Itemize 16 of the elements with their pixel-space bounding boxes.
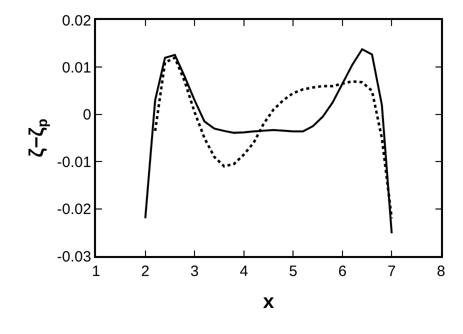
x-tick-label: 8 (436, 262, 446, 280)
x-tick-label: 6 (338, 262, 347, 280)
x-tick-label: 3 (190, 262, 199, 280)
y-tick-label: -0.03 (57, 248, 92, 266)
y-tick-label: -0.02 (57, 201, 92, 218)
x-axis-title: x (262, 290, 274, 313)
y-tick-label: -0.01 (57, 154, 92, 171)
y-tick-label: 0.01 (62, 59, 92, 76)
x-tick-label: 1 (92, 262, 100, 280)
x-tick-label: 7 (388, 262, 396, 280)
x-tick-label: 4 (240, 262, 248, 280)
x-tick-label: 2 (141, 262, 150, 280)
y-tick-label: 0.02 (62, 12, 92, 30)
x-tick-label: 5 (288, 262, 298, 280)
line-series (144, 48, 393, 234)
y-tick-label: 0 (82, 106, 92, 124)
